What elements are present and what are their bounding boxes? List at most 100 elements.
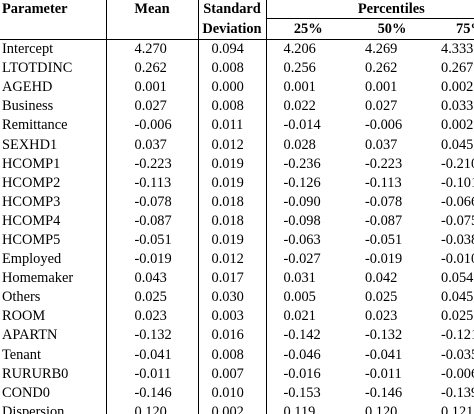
p50-cell: -0.011 <box>365 365 402 382</box>
p75-cell: -0.006 <box>441 365 474 382</box>
p50-cell: -0.006 <box>365 117 403 134</box>
mean-cell: 0.001 <box>106 78 199 98</box>
mean-cell: 4.270 <box>106 39 199 60</box>
p25-cell: -0.014 <box>283 117 321 134</box>
sd-cell: 0.016 <box>198 326 267 346</box>
sd-cell: 0.012 <box>198 250 267 270</box>
mean-cell: -0.078 <box>106 192 199 212</box>
p25-cell: -0.236 <box>283 155 321 172</box>
sd-cell: 0.018 <box>198 192 267 212</box>
table-row: Business 0.027 0.008 0.022 0.027 0.033 <box>0 97 474 117</box>
table-row: Remittance -0.006 0.011 -0.014 -0.006 0.002 <box>0 116 474 136</box>
mean-cell: 0.027 <box>106 97 199 117</box>
sd-cell: 0.019 <box>198 173 267 193</box>
sd-cell: 0.011 <box>198 116 267 136</box>
p50-cell: -0.019 <box>365 251 403 268</box>
p25-cell: 0.001 <box>283 79 316 96</box>
p25-cell: -0.098 <box>283 212 321 229</box>
p25-cell: -0.027 <box>283 251 321 268</box>
p50-cell: -0.051 <box>365 231 403 248</box>
parameter-cell: HCOMP2 <box>0 173 107 193</box>
parameter-cell: ROOM <box>0 307 107 327</box>
parameter-cell: HCOMP3 <box>0 192 107 212</box>
p75-cell: 0.121 <box>441 403 474 414</box>
p50-cell: -0.087 <box>365 212 403 229</box>
sd-cell: 0.007 <box>198 364 267 384</box>
p75-cell: -0.210 <box>441 155 474 172</box>
parameter-header: Parameter <box>0 0 107 19</box>
p75-cell: 0.267 <box>441 60 474 77</box>
table-row: Dispersion 0.120 0.002 0.119 0.120 0.121 <box>0 402 474 414</box>
table-row: LTOTDINC 0.262 0.008 0.256 0.262 0.267 <box>0 59 474 79</box>
sd-cell: 0.008 <box>198 97 267 117</box>
parameter-cell: Tenant <box>0 345 107 365</box>
header-row-top: Parameter Mean Standard Percentiles <box>0 0 474 19</box>
mean-cell: -0.087 <box>106 211 199 231</box>
mean-cell: -0.223 <box>106 154 199 174</box>
parameter-cell: Others <box>0 288 107 308</box>
p50-cell: -0.041 <box>365 346 403 363</box>
sd-cell: 0.000 <box>198 78 267 98</box>
mean-cell: -0.019 <box>106 250 199 270</box>
p75-cell: 0.045 <box>441 289 474 306</box>
p50-cell: 0.027 <box>365 98 398 115</box>
p50-header: 50% <box>350 18 434 40</box>
p75-cell: -0.010 <box>441 251 474 268</box>
sd-cell: 0.010 <box>198 383 267 403</box>
sd-cell: 0.002 <box>198 402 267 414</box>
p25-cell: -0.090 <box>283 193 321 210</box>
mean-cell: -0.041 <box>106 345 199 365</box>
mean-cell: -0.132 <box>106 326 199 346</box>
parameter-cell: LTOTDINC <box>0 59 107 79</box>
p75-cell: 0.033 <box>441 98 474 115</box>
mean-cell: 0.043 <box>106 269 199 289</box>
p50-cell: 0.023 <box>365 308 398 325</box>
mean-cell: -0.146 <box>106 383 199 403</box>
p50-cell: 0.025 <box>365 289 398 306</box>
p50-cell: 0.001 <box>365 79 398 96</box>
parameter-cell: Remittance <box>0 116 107 136</box>
p75-header: 75% <box>434 18 474 40</box>
sd-header-line1: Standard <box>198 0 267 19</box>
p75-cell: 0.002 <box>441 79 474 96</box>
p25-cell: 0.119 <box>283 403 316 414</box>
sd-cell: 0.018 <box>198 211 267 231</box>
mean-cell: -0.051 <box>106 230 199 251</box>
p25-cell: -0.063 <box>283 231 321 248</box>
p75-cell: -0.035 <box>441 346 474 363</box>
p25-cell: 0.031 <box>283 270 316 287</box>
mean-cell: 0.025 <box>106 288 199 308</box>
p50-cell: -0.078 <box>365 193 403 210</box>
mean-cell: -0.006 <box>106 116 199 136</box>
parameter-cell: Homemaker <box>0 269 107 289</box>
sd-cell: 0.012 <box>198 135 267 155</box>
sd-cell: 0.019 <box>198 154 267 174</box>
mean-cell: -0.113 <box>106 173 199 193</box>
table-row: Others 0.025 0.030 0.005 0.025 0.045 <box>0 288 474 308</box>
p50-cell: 0.042 <box>365 270 398 287</box>
p50-cell: 4.269 <box>365 41 398 58</box>
p75-cell: 0.025 <box>441 308 474 325</box>
sd-cell: 0.008 <box>198 345 267 365</box>
parameter-cell: HCOMP4 <box>0 211 107 231</box>
p25-cell: -0.046 <box>283 346 321 363</box>
table-row: Intercept 4.270 0.094 4.206 4.269 4.333 <box>0 39 474 60</box>
parameter-cell: RURURB0 <box>0 364 107 384</box>
parameter-cell: APARTN <box>0 326 107 346</box>
mean-header-spacer <box>106 18 199 40</box>
table-row: Homemaker 0.043 0.017 0.031 0.042 0.054 <box>0 269 474 289</box>
sd-header-line2: Deviation <box>198 18 267 40</box>
mean-cell: 0.120 <box>106 402 199 414</box>
sd-cell: 0.094 <box>198 39 267 60</box>
p50-cell: -0.132 <box>365 327 403 344</box>
mean-cell: 0.023 <box>106 307 199 327</box>
p75-cell: -0.121 <box>441 327 474 344</box>
